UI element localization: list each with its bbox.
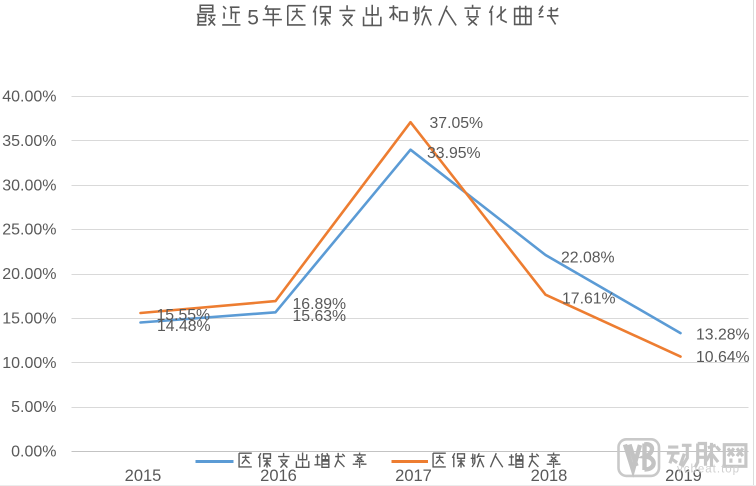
svg-text:22.08%: 22.08% [561, 250, 615, 267]
svg-text:14.48%: 14.48% [157, 318, 211, 335]
svg-text:33.95%: 33.95% [427, 145, 481, 162]
svg-text:20.00%: 20.00% [2, 266, 56, 283]
svg-text:2015: 2015 [125, 467, 162, 485]
svg-text:0.00%: 0.00% [11, 444, 56, 461]
svg-text:2019: 2019 [665, 467, 702, 485]
svg-text:15.00%: 15.00% [2, 311, 56, 328]
svg-text:37.05%: 37.05% [430, 115, 484, 132]
svg-text:2018: 2018 [531, 467, 568, 485]
svg-text:13.28%: 13.28% [696, 327, 750, 344]
svg-text:25.00%: 25.00% [2, 222, 56, 239]
svg-text:5.00%: 5.00% [11, 399, 56, 416]
svg-text:5: 5 [247, 7, 259, 30]
svg-text:30.00%: 30.00% [2, 177, 56, 194]
svg-text:40.00%: 40.00% [2, 89, 56, 106]
svg-text:2016: 2016 [260, 467, 297, 485]
svg-text:15.63%: 15.63% [293, 308, 347, 325]
svg-text:10.64%: 10.64% [696, 349, 750, 366]
svg-text:10.00%: 10.00% [2, 355, 56, 372]
svg-text:35.00%: 35.00% [2, 133, 56, 150]
svg-text:vcbeat.top: vcbeat.top [677, 464, 740, 476]
svg-text:15.55%: 15.55% [157, 307, 211, 324]
svg-text:16.89%: 16.89% [293, 296, 347, 313]
svg-text:17.61%: 17.61% [562, 291, 616, 308]
svg-text:2017: 2017 [395, 467, 432, 485]
